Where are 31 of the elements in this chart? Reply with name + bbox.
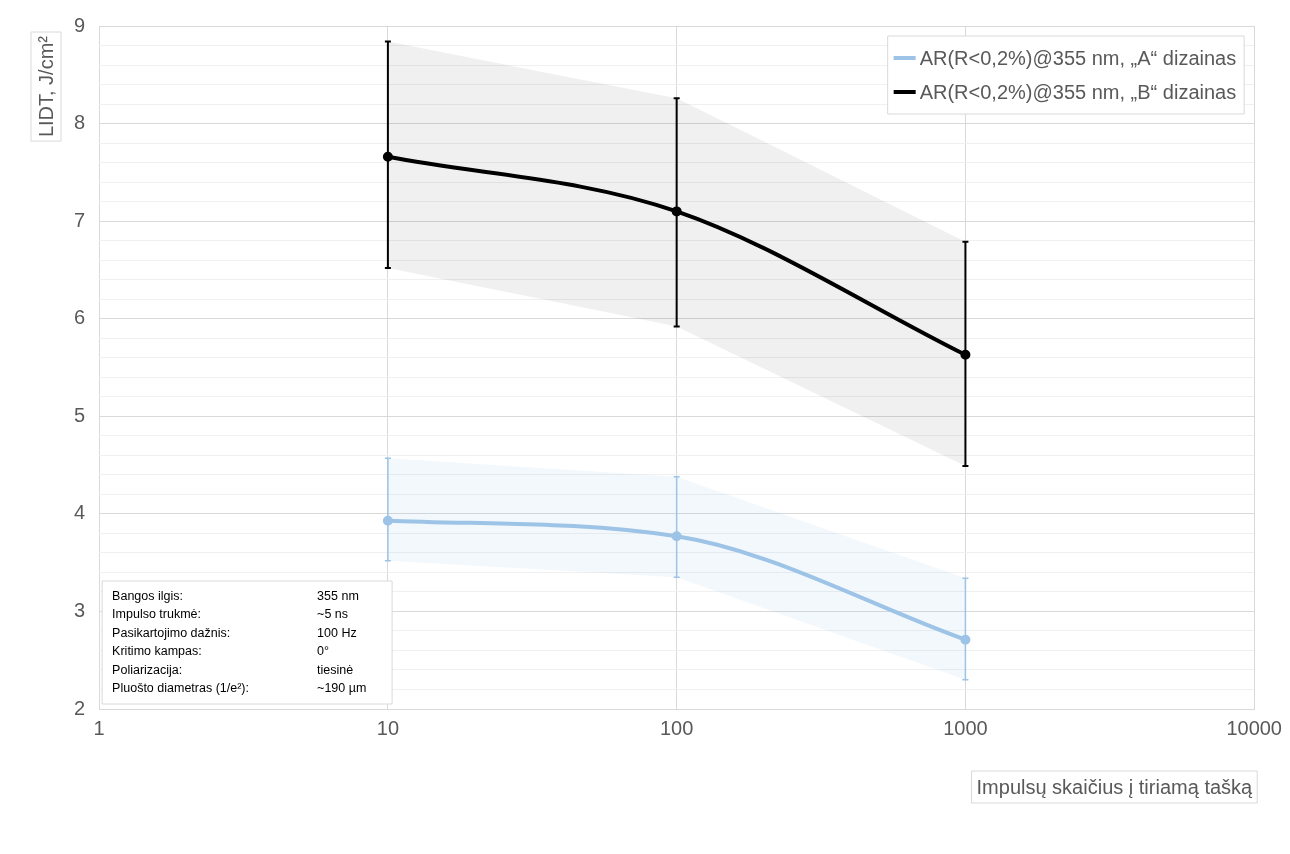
annotation: Kritimo kampas: [112,644,202,659]
legend-label: AR(R<0,2%)@355 nm, „B“ dizainas [919,80,1237,103]
annotation: 100 Hz [317,625,357,640]
annotation: tiesinė [317,662,354,677]
x-tick-label: 100 [659,716,694,739]
legend-label: AR(R<0,2%)@355 nm, „A“ dizainas [919,46,1237,69]
x-tick-label: 10000 [1226,716,1282,739]
y-tick-label: 8 [74,111,86,134]
annotation: Pluošto diametras (1/e²): [112,681,249,696]
x-tick-label: 1 [93,716,105,739]
y-tick-label: 9 [74,13,86,36]
y-tick-label: 5 [74,403,86,426]
point [671,531,682,542]
y-tick-label: 3 [74,598,86,621]
annotation: ~5 ns [317,607,349,622]
y-tick-label: 6 [74,306,86,329]
x-axis-title: Impulsų skaičius į tiriamą tašką [976,775,1254,798]
y-axis-title: LIDT, J/cm² [34,35,57,138]
y-tick-label: 2 [74,696,86,719]
annotation: Poliarizacija: [112,662,183,677]
annotation: Impulso trukmė: [112,607,202,622]
annotation: 0° [317,644,330,659]
x-tick-label: 10 [376,716,400,739]
annotation: Bangos ilgis: [112,588,183,603]
annotation: Pasikartojimo dažnis: [112,625,231,640]
annotation: 355 nm [317,588,359,603]
x-tick-label: 1000 [943,716,988,739]
annotation: ~190 µm [317,681,367,696]
y-tick-label: 7 [74,208,86,231]
point [960,634,971,645]
y-tick-label: 4 [74,501,86,524]
